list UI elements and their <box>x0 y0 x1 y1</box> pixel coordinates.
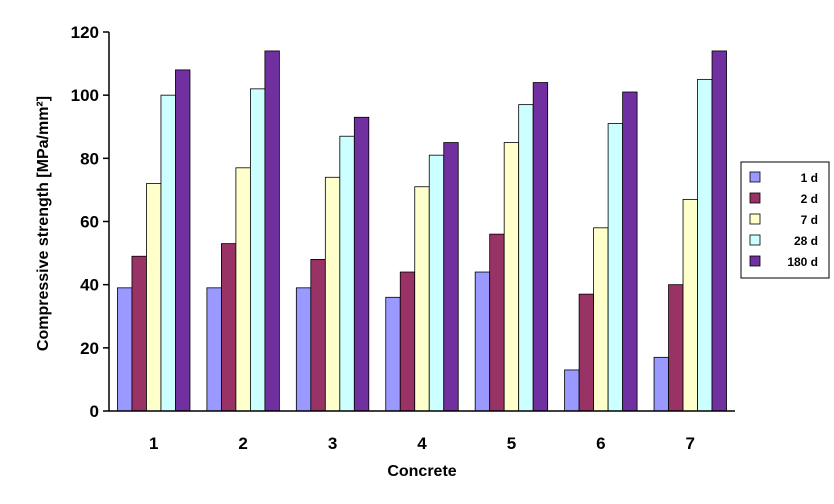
bar-7d-concrete-5 <box>503 142 520 412</box>
y-tick-label: 40 <box>80 276 99 295</box>
bar-2d-concrete-6 <box>578 293 595 412</box>
bar-28d-concrete-6 <box>607 123 624 412</box>
bar-1d-concrete-2 <box>206 287 222 412</box>
x-tick-label: 5 <box>507 434 516 453</box>
bar-7d-concrete-2 <box>235 167 251 412</box>
y-tick-label: 20 <box>80 339 99 358</box>
axes <box>108 32 735 412</box>
x-tick-label: 7 <box>686 434 695 453</box>
bar-7d-concrete-1 <box>146 183 162 412</box>
legend-label: 1 d <box>801 171 818 185</box>
bar-2d-concrete-4 <box>399 271 416 412</box>
bar-28d-concrete-2 <box>249 88 266 412</box>
bar-180d-concrete-2 <box>264 50 280 412</box>
x-axis-title: Concrete <box>387 463 456 480</box>
y-tick-label: 0 <box>90 402 99 421</box>
bar-28d-concrete-7 <box>697 78 713 412</box>
bar-2d-concrete-3 <box>310 258 326 412</box>
x-tick-label: 2 <box>238 434 247 453</box>
bar-1d-concrete-1 <box>117 287 133 412</box>
bar-180d-concrete-6 <box>622 91 638 412</box>
y-tick-label: 60 <box>80 213 99 232</box>
y-tick-label: 100 <box>71 86 99 105</box>
bar-7d-concrete-4 <box>414 186 430 412</box>
x-tick-label: 4 <box>417 434 427 453</box>
x-tick-label: 3 <box>328 434 337 453</box>
y-tick-label: 80 <box>80 149 99 168</box>
x-axis-ticks: 1 2 3 4 5 6 7 <box>149 434 695 453</box>
legend-label: 28 d <box>794 234 818 248</box>
bar-28d-concrete-4 <box>428 154 445 412</box>
legend-label: 2 d <box>801 192 818 206</box>
bar-180d-concrete-3 <box>353 116 370 412</box>
bar-1d-concrete-6 <box>564 369 580 412</box>
bar-series <box>117 50 727 412</box>
x-tick-label: 6 <box>596 434 605 453</box>
bar-28d-concrete-1 <box>160 94 176 412</box>
y-tick-label: 120 <box>71 23 99 42</box>
legend-label: 180 d <box>787 255 818 269</box>
x-tick-label: 1 <box>149 434 158 453</box>
legend-label: 7 d <box>801 213 818 227</box>
legend-swatch <box>749 192 761 204</box>
y-axis-title: Compressive strength [MPa/mm²] <box>35 96 52 351</box>
bar-7d-concrete-6 <box>593 227 609 412</box>
bar-1d-concrete-5 <box>474 271 491 412</box>
bar-28d-concrete-3 <box>339 135 355 412</box>
bar-7d-concrete-7 <box>682 198 698 412</box>
bar-180d-concrete-1 <box>175 69 191 412</box>
legend: 1 d 2 d 7 d 28 d 180 d <box>740 161 830 279</box>
legend-swatch <box>749 255 761 267</box>
bar-2d-concrete-5 <box>489 233 505 412</box>
bar-2d-concrete-7 <box>668 284 684 412</box>
bar-28d-concrete-5 <box>518 104 534 412</box>
bar-180d-concrete-5 <box>532 82 549 412</box>
y-axis-ticks: 0 20 40 60 80 100 120 <box>71 23 109 421</box>
bar-180d-concrete-4 <box>443 142 459 412</box>
bar-2d-concrete-2 <box>220 243 237 412</box>
bar-2d-concrete-1 <box>131 255 147 412</box>
legend-swatch <box>749 234 761 246</box>
bar-1d-concrete-3 <box>295 287 312 412</box>
legend-swatch <box>749 171 761 183</box>
bar-180d-concrete-7 <box>711 50 727 412</box>
legend-swatch <box>749 213 761 225</box>
bar-1d-concrete-7 <box>653 356 669 412</box>
bar-7d-concrete-3 <box>324 176 341 412</box>
bar-1d-concrete-4 <box>385 296 401 412</box>
